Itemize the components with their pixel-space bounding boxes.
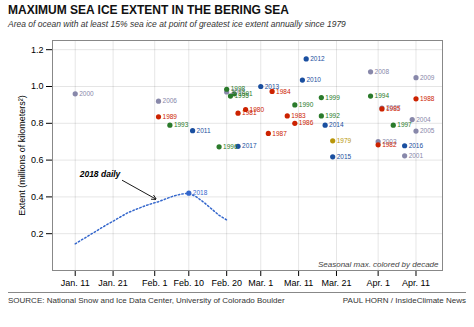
svg-text:Extent (millions of kilometers: Extent (millions of kilometers²): [17, 95, 27, 216]
svg-text:1999: 1999: [325, 94, 340, 101]
svg-text:2000: 2000: [79, 90, 94, 97]
svg-text:1.0: 1.0: [31, 81, 44, 91]
svg-text:1990: 1990: [299, 101, 314, 108]
svg-text:1989: 1989: [163, 113, 178, 120]
svg-text:0.4: 0.4: [31, 192, 44, 202]
svg-text:Mar. 11: Mar. 11: [284, 278, 313, 288]
svg-text:2018 daily: 2018 daily: [79, 169, 122, 179]
svg-text:2017: 2017: [242, 142, 257, 149]
svg-text:2004: 2004: [416, 116, 431, 123]
svg-text:Feb. 1: Feb. 1: [142, 278, 168, 288]
svg-text:1996: 1996: [223, 143, 238, 150]
svg-text:2011: 2011: [197, 127, 211, 134]
svg-text:2007: 2007: [386, 104, 401, 111]
svg-text:Feb. 10: Feb. 10: [174, 278, 205, 288]
svg-text:1979: 1979: [337, 137, 352, 144]
svg-text:Apr. 1: Apr. 1: [366, 278, 390, 288]
svg-text:2001: 2001: [409, 152, 424, 159]
svg-text:Seasonal max. colored by decad: Seasonal max. colored by decade: [318, 260, 439, 269]
svg-text:2009: 2009: [420, 74, 435, 81]
svg-text:1993: 1993: [174, 121, 189, 128]
svg-text:Mar. 1: Mar. 1: [248, 278, 273, 288]
svg-text:1986: 1986: [299, 119, 314, 126]
svg-text:1984: 1984: [276, 88, 291, 95]
svg-text:1.2: 1.2: [31, 45, 44, 55]
svg-text:1994: 1994: [375, 92, 390, 99]
svg-text:Jan. 11: Jan. 11: [61, 278, 90, 288]
svg-text:1998: 1998: [230, 85, 246, 93]
svg-text:2005: 2005: [420, 127, 435, 134]
svg-text:Jan. 21: Jan. 21: [98, 278, 128, 288]
svg-text:1980: 1980: [250, 106, 265, 113]
svg-text:2018: 2018: [193, 189, 208, 196]
svg-text:2012: 2012: [310, 55, 325, 62]
html-text:MAXIMUM SEA ICE EXTENT IN THE: MAXIMUM SEA ICE EXTENT IN THE BERING SEA: [8, 3, 289, 17]
svg-text:Feb. 20: Feb. 20: [211, 278, 242, 288]
svg-text:1982: 1982: [382, 141, 397, 148]
svg-text:Mar. 21: Mar. 21: [321, 278, 351, 288]
svg-text:2015: 2015: [337, 153, 352, 160]
svg-text:2008: 2008: [375, 68, 390, 75]
svg-text:2006: 2006: [163, 97, 178, 104]
svg-text:1983: 1983: [291, 112, 306, 119]
svg-text:2014: 2014: [329, 121, 344, 128]
svg-text:2016: 2016: [409, 142, 424, 149]
svg-text:2010: 2010: [306, 76, 321, 83]
svg-text:1987: 1987: [272, 130, 287, 137]
svg-text:Apr. 11: Apr. 11: [402, 278, 430, 288]
html-text:SOURCE: National Snow and Ice: SOURCE: National Snow and Ice Data Cente…: [8, 296, 285, 305]
svg-text:1995: 1995: [234, 92, 249, 99]
svg-text:2013: 2013: [264, 82, 280, 90]
svg-text:1981: 1981: [242, 109, 257, 117]
svg-text:0.2: 0.2: [31, 229, 44, 239]
svg-text:1988: 1988: [420, 95, 435, 102]
svg-text:1992: 1992: [325, 112, 340, 119]
svg-text:1997: 1997: [397, 121, 412, 128]
svg-text:1985: 1985: [386, 105, 401, 112]
svg-text:0.6: 0.6: [31, 155, 44, 165]
html-text:Area of ocean with at least 15: Area of ocean with at least 15% sea ice …: [8, 19, 346, 29]
svg-text:0.8: 0.8: [31, 118, 44, 128]
html-text:PAUL HORN / InsideClimate News: PAUL HORN / InsideClimate News: [342, 296, 466, 305]
